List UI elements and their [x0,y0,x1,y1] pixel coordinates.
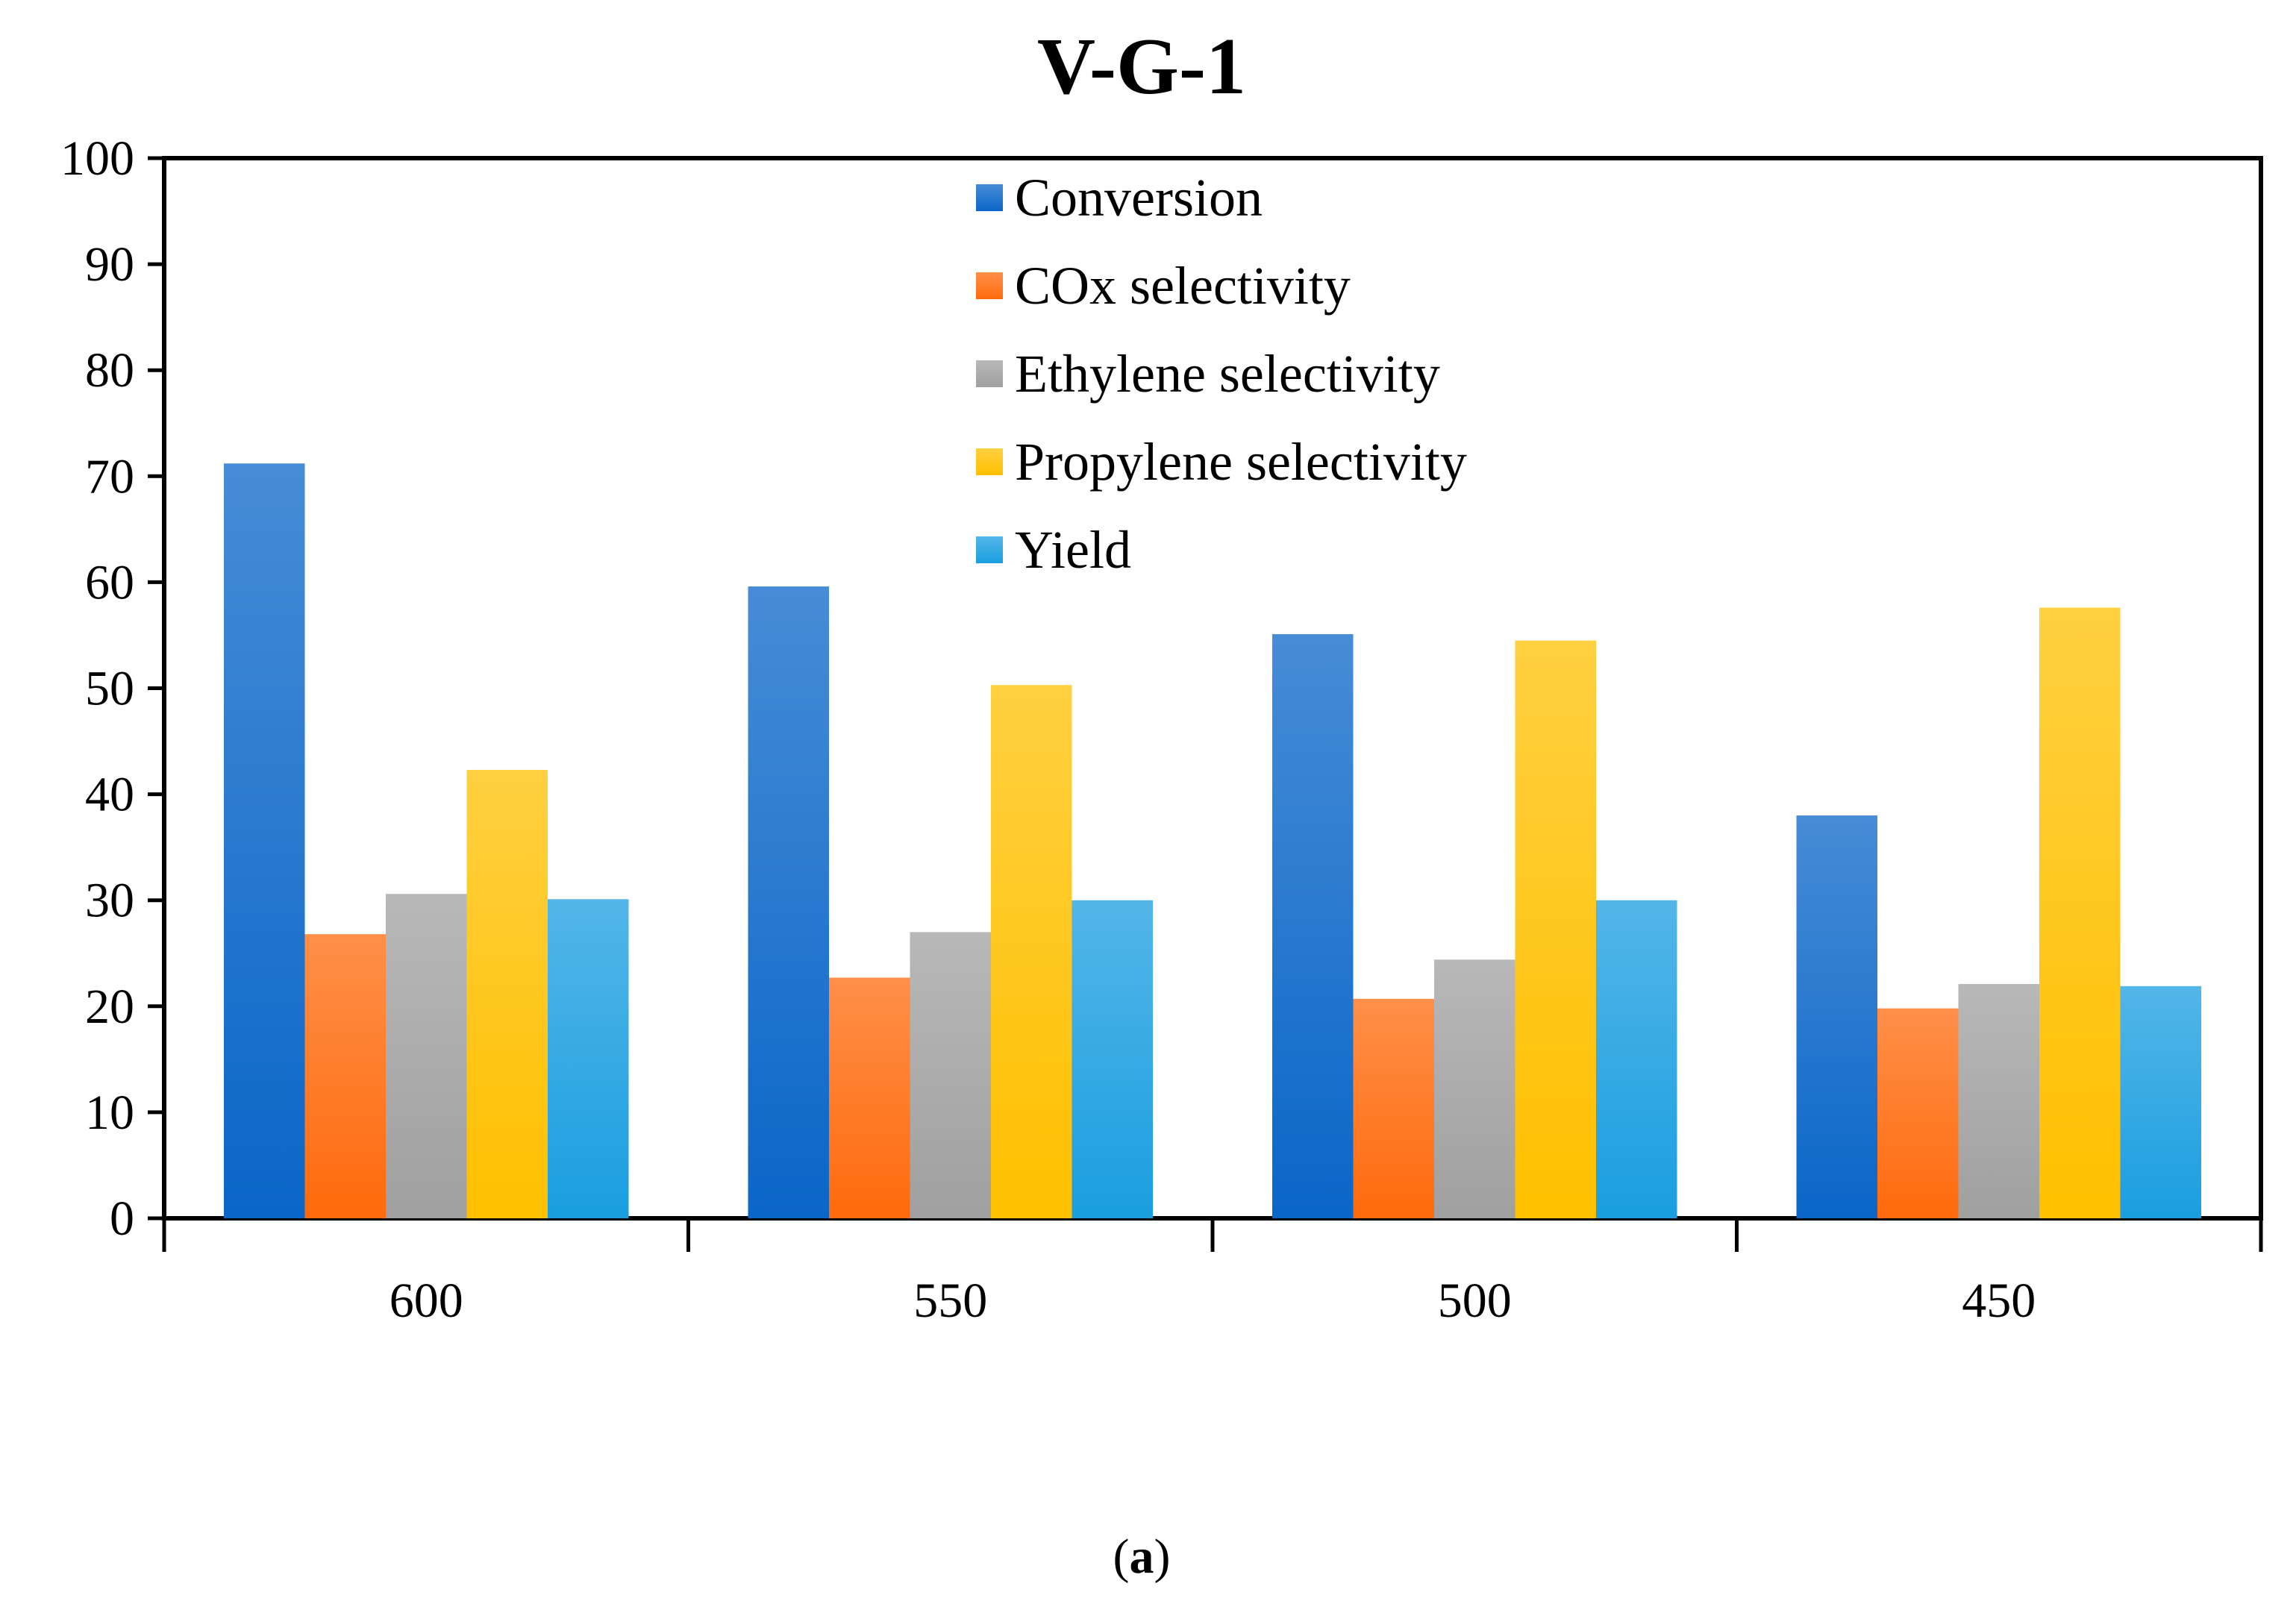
y-tick-label: 50 [85,662,134,716]
y-tick-label: 100 [60,131,134,186]
legend-swatch-propylene-selectivity [976,448,1003,475]
legend-swatch-ethylene-selectivity [976,360,1003,387]
bar-conversion-600 [224,463,305,1218]
bar-yield-600 [548,899,629,1218]
caption-label: a [1130,1529,1154,1584]
bar-ethylene-selectivity-500 [1434,959,1515,1218]
x-tick-label: 600 [390,1274,463,1328]
bar-cox-selectivity-450 [1877,1008,1959,1218]
x-tick-label: 550 [913,1274,987,1328]
y-tick-label: 60 [85,555,134,610]
bar-propylene-selectivity-500 [1515,640,1596,1218]
y-tick-label: 0 [110,1191,134,1246]
legend-label: Conversion [1015,168,1263,228]
legend-swatch-cox-selectivity [976,272,1003,299]
y-tick-label: 10 [85,1085,134,1140]
y-axis: 0 10 20 30 40 50 60 70 80 90 100 [60,131,164,1246]
x-axis: 600 550 500 450 [162,1218,2263,1328]
x-tick-label: 500 [1438,1274,1512,1328]
bar-ethylene-selectivity-600 [386,894,467,1218]
bar-ethylene-selectivity-450 [1958,983,2039,1218]
bar-ethylene-selectivity-550 [910,932,991,1218]
bar-yield-450 [2120,986,2201,1218]
bar-conversion-500 [1272,634,1354,1218]
bar-cox-selectivity-600 [304,934,386,1218]
legend-swatch-yield [976,536,1003,563]
caption-close-paren: ) [1154,1529,1171,1584]
chart-title: V-G-1 [1037,22,1246,111]
bar-yield-500 [1596,900,1677,1218]
legend: Conversion COx selectivity Ethylene select… [976,168,1467,580]
y-tick-label: 90 [85,237,134,292]
y-tick-label: 80 [85,343,134,398]
caption-open-paren: ( [1113,1529,1130,1584]
bar-propylene-selectivity-600 [466,769,548,1218]
y-tick-label: 40 [85,768,134,822]
bar-propylene-selectivity-550 [991,685,1072,1218]
y-tick-label: 30 [85,874,134,928]
y-tick-label: 70 [85,449,134,504]
figure-caption: (a) [1113,1529,1171,1584]
x-tick-label: 450 [1962,1274,2036,1328]
legend-label: COx selectivity [1015,256,1351,316]
bar-series [224,463,2201,1218]
y-tick-label: 20 [85,980,134,1034]
bar-cox-selectivity-550 [829,977,910,1218]
bar-conversion-450 [1796,815,1877,1218]
bar-cox-selectivity-500 [1353,998,1434,1218]
legend-label: Ethylene selectivity [1015,344,1440,404]
bar-conversion-550 [748,586,829,1218]
bar-propylene-selectivity-450 [2039,607,2121,1218]
legend-label: Propylene selectivity [1015,432,1467,492]
legend-label: Yield [1015,520,1131,580]
legend-swatch-conversion [976,184,1003,211]
bar-yield-550 [1072,900,1153,1218]
